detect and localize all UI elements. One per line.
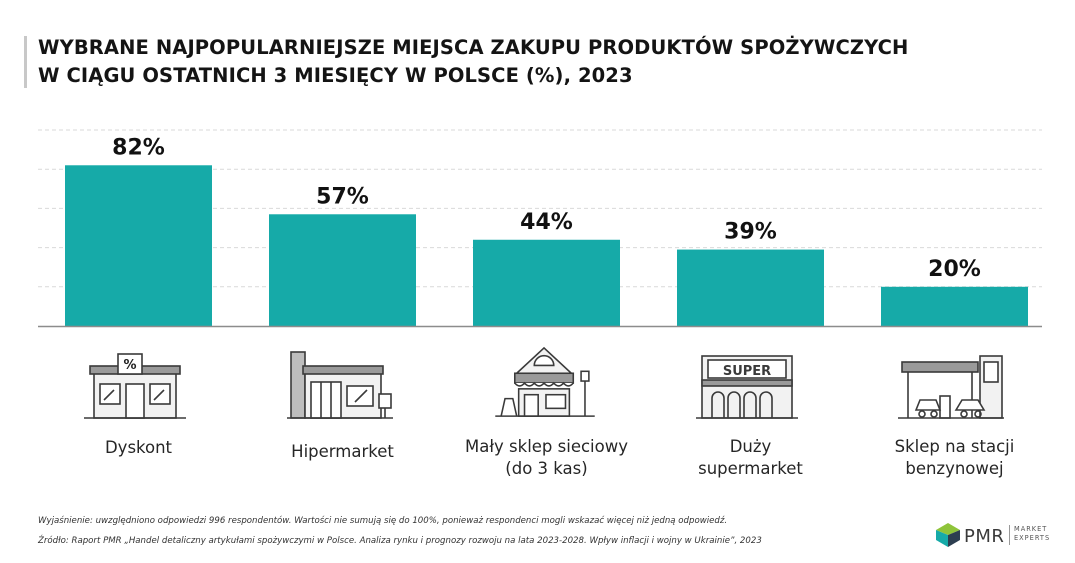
discount-store-icon: % [84,353,186,419]
chart-title: WYBRANE NAJPOPULARNIEJSZE MIEJSCA ZAKUPU… [38,34,1048,90]
data-label: 39% [724,220,777,245]
bar [269,214,416,326]
category-label: Sklep na stacji benzynowej [894,437,1015,478]
category-label: Dyskont [104,438,173,457]
bar [65,165,212,326]
chart-title-line-2: W CIĄGU OSTATNICH 3 MIESIĘCY W POLSCE (%… [38,64,633,87]
category-label: Hipermarket [291,442,394,461]
hypermarket-icon [287,351,393,419]
title-accent-bar [24,36,27,88]
data-label: 82% [112,135,165,160]
logo-subtitle-line-2: EXPERTS [1014,534,1051,542]
logo-subtitle: MARKET EXPERTS [1014,525,1050,543]
footnote: Wyjaśnienie: uwzględniono odpowiedzi 996… [38,516,728,526]
small-shop-icon [495,346,595,417]
logo-subtitle-line-1: MARKET [1014,525,1048,533]
category-label: Mały sklep sieciowy (do 3 kas) [465,437,628,478]
chart-title-line-1: WYBRANE NAJPOPULARNIEJSZE MIEJSCA ZAKUPU… [38,36,909,59]
gas-station-shop-icon [898,355,1004,419]
discount-sign-text: % [123,358,136,373]
category-label: Duży supermarket [698,437,803,478]
pmr-logo: PMR MARKET EXPERTS [934,522,1054,552]
pmr-logo-mark [936,523,960,547]
bar [677,249,824,326]
source-note: Źródło: Raport PMR „Handel detaliczny ar… [38,536,762,546]
logo-separator [1009,525,1010,545]
bar [881,286,1028,326]
data-label: 57% [316,184,369,209]
data-label: 44% [520,210,573,235]
bar [473,239,620,326]
supermarket-icon: SUPER [696,355,798,419]
data-label: 20% [928,257,981,282]
supermarket-sign-text: SUPER [723,364,771,379]
logo-name: PMR [964,526,1005,547]
